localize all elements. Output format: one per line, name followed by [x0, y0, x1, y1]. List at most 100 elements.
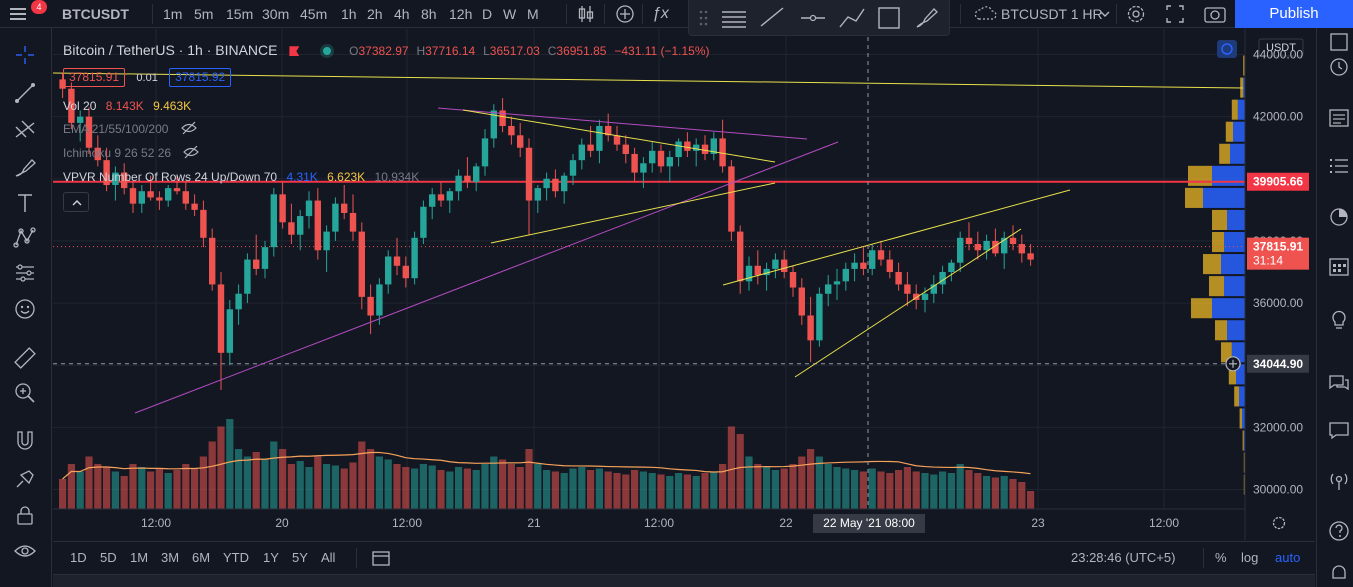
line-style-icon[interactable] — [722, 11, 746, 28]
flag-icon[interactable] — [289, 46, 300, 57]
candle-style-icon[interactable] — [576, 0, 596, 28]
add-compare-icon[interactable] — [614, 0, 636, 28]
chats-icon[interactable] — [1327, 371, 1351, 395]
range-3m[interactable]: 3M — [161, 550, 180, 565]
bottom-panel-strip[interactable] — [53, 574, 1315, 587]
fib-tool-icon[interactable] — [12, 117, 38, 143]
calendar-icon[interactable] — [1327, 254, 1351, 278]
auto-toggle[interactable]: auto — [1275, 550, 1301, 565]
eye-icon[interactable] — [12, 538, 38, 564]
trend-line[interactable] — [462, 109, 776, 163]
scale-toggle-button[interactable] — [1217, 40, 1237, 58]
ask-price[interactable]: 37815.92 — [169, 68, 232, 87]
trend-line-icon[interactable] — [760, 7, 784, 27]
trend-line[interactable] — [794, 228, 1022, 378]
interval-12h[interactable]: 12h — [449, 6, 473, 22]
layout-name[interactable]: BTCUSDT 1 HR — [1001, 6, 1103, 22]
pattern-tool-icon[interactable] — [12, 225, 38, 251]
interval-15m[interactable]: 15m — [226, 6, 254, 22]
alarm-clock-icon[interactable] — [1327, 54, 1351, 78]
bid-price[interactable]: 37815.91 — [63, 68, 126, 87]
magnet-icon[interactable] — [12, 428, 38, 454]
help-icon[interactable] — [1327, 519, 1351, 543]
date-range-icon[interactable] — [371, 548, 391, 573]
interval-1h[interactable]: 1h — [341, 6, 357, 22]
range-ytd[interactable]: YTD — [223, 550, 249, 565]
broadcast-icon[interactable] — [1327, 469, 1351, 493]
interval-M[interactable]: M — [527, 6, 539, 22]
interval-2h[interactable]: 2h — [367, 6, 383, 22]
fullscreen-icon[interactable] — [1164, 0, 1186, 28]
interval-W[interactable]: W — [503, 6, 517, 22]
trend-line[interactable] — [53, 72, 1244, 89]
range-1d[interactable]: 1D — [70, 550, 87, 565]
resistance-price-label[interactable] — [1247, 172, 1309, 191]
volume-legend[interactable]: Vol 20 8.143K 9.463K — [63, 98, 191, 114]
interval-30m[interactable]: 30m — [262, 6, 290, 22]
legend-symbol[interactable]: Bitcoin / TetherUS · 1h · BINANCE — [63, 42, 278, 58]
brush-tool-icon[interactable] — [12, 154, 38, 180]
symbol-search[interactable]: BTCUSDT — [62, 6, 129, 22]
lock-icon[interactable] — [12, 502, 38, 528]
trend-line[interactable] — [490, 182, 776, 244]
axis-settings-gear-icon[interactable] — [1272, 516, 1286, 530]
lightbulb-icon[interactable] — [1327, 307, 1351, 331]
range-1m[interactable]: 1M — [130, 550, 149, 565]
prediction-tool-icon[interactable] — [12, 260, 38, 286]
watchlist-icon[interactable] — [1327, 30, 1351, 54]
interval-8h[interactable]: 8h — [421, 6, 437, 22]
log-toggle[interactable]: log — [1241, 550, 1259, 565]
vpvr-legend[interactable]: VPVR Number Of Rows 24 Up/Down 70 4.31K … — [63, 169, 419, 185]
range-all[interactable]: All — [321, 550, 336, 565]
text-tool-icon[interactable] — [12, 190, 38, 216]
volume-bar — [384, 459, 392, 509]
chat-icon[interactable] — [1327, 418, 1351, 442]
hotlist-icon[interactable] — [1327, 154, 1351, 178]
drag-handle-icon[interactable] — [699, 10, 708, 26]
trend-line[interactable] — [437, 107, 808, 140]
camera-icon[interactable] — [1203, 0, 1227, 28]
chart-pane[interactable]: USDT44000.0042000.0040000.0038000.003600… — [53, 29, 1315, 540]
stay-in-drawing-icon[interactable] — [12, 466, 38, 492]
horizontal-line-icon[interactable] — [801, 14, 825, 22]
trend-line-tool-icon[interactable] — [12, 80, 38, 106]
range-1y[interactable]: 1Y — [263, 550, 279, 565]
clock[interactable]: 23:28:46 (UTC+5) — [1071, 550, 1176, 565]
price-chart[interactable]: USDT44000.0042000.0040000.0038000.003600… — [53, 29, 1315, 540]
calendar-clock-icon[interactable] — [1327, 205, 1351, 229]
notifications-icon[interactable] — [1327, 561, 1351, 585]
smiley-icon[interactable] — [12, 296, 38, 322]
interval-D[interactable]: D — [482, 6, 493, 22]
ruler-icon[interactable] — [12, 345, 38, 371]
last-price-label[interactable] — [1247, 237, 1309, 270]
ichimoku-legend[interactable]: Ichimoku 9 26 52 26 — [63, 145, 200, 161]
collapse-legend-button[interactable] — [63, 192, 89, 212]
rectangle-icon[interactable] — [878, 7, 900, 29]
candle-body — [138, 191, 145, 204]
range-5y[interactable]: 5Y — [292, 550, 308, 565]
zoom-icon[interactable] — [12, 380, 38, 406]
eye-crossed-icon[interactable] — [182, 145, 200, 163]
brush-icon[interactable] — [916, 8, 938, 28]
interval-5m[interactable]: 5m — [194, 6, 214, 22]
crosshair-icon[interactable] — [12, 42, 38, 68]
data-window-icon[interactable] — [1327, 106, 1351, 130]
interval-1m[interactable]: 1m — [163, 6, 183, 22]
currency-box[interactable] — [1258, 38, 1304, 57]
range-6m[interactable]: 6M — [192, 550, 211, 565]
chevron-down-icon[interactable] — [1099, 0, 1111, 28]
ema-legend[interactable]: EMA 21/55/100/200 — [63, 121, 198, 137]
eye-crossed-icon[interactable] — [180, 121, 198, 139]
cloud-layout-icon[interactable] — [972, 0, 998, 28]
path-icon[interactable] — [839, 8, 865, 28]
menu-icon[interactable] — [8, 0, 38, 28]
percent-toggle[interactable]: % — [1215, 550, 1227, 565]
gear-icon[interactable] — [1125, 0, 1147, 28]
publish-button[interactable]: Publish — [1235, 0, 1353, 28]
indicators-icon[interactable]: ƒx — [652, 5, 669, 22]
range-5d[interactable]: 5D — [100, 550, 117, 565]
interval-4h[interactable]: 4h — [394, 6, 410, 22]
trend-line[interactable] — [722, 189, 1071, 286]
trend-line[interactable] — [134, 141, 839, 414]
interval-45m[interactable]: 45m — [300, 6, 328, 22]
